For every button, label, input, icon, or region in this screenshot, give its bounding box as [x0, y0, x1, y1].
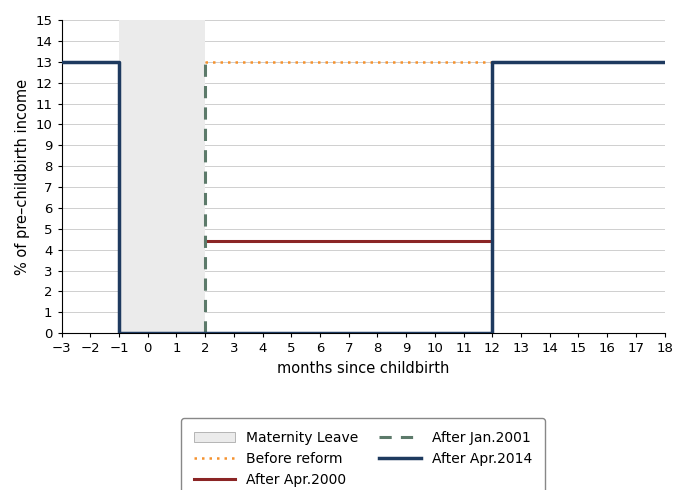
X-axis label: months since childbirth: months since childbirth [277, 361, 449, 376]
Legend: Maternity Leave, Before reform, After Apr.2000, After Jan.2001, After Apr.2014: Maternity Leave, Before reform, After Ap… [181, 418, 545, 490]
Bar [119, 20, 205, 333]
Y-axis label: % of pre–childbirth income: % of pre–childbirth income [15, 78, 30, 275]
